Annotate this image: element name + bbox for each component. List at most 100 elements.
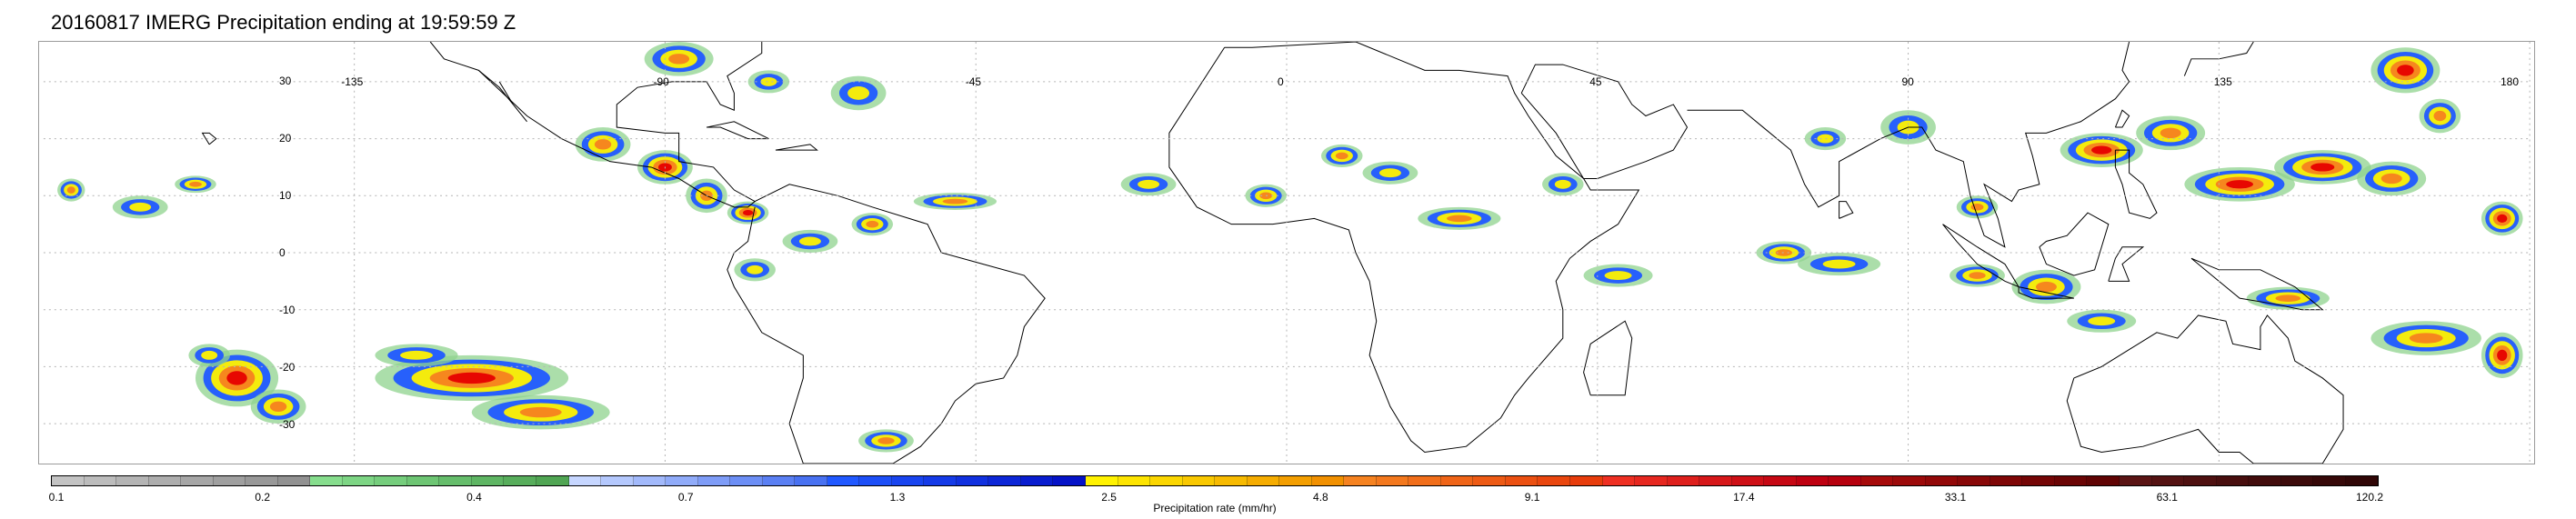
- colorbar-segment: [1344, 476, 1377, 485]
- precip-cell: [727, 201, 769, 225]
- colorbar-segment: [1440, 476, 1474, 485]
- colorbar-segment: [568, 476, 602, 485]
- colorbar-segment: [1279, 476, 1312, 485]
- coastline-madagascar: [1583, 320, 1633, 396]
- precip-cell-ring: [1447, 215, 1472, 223]
- colorbar-segment: [2280, 476, 2314, 485]
- colorbar-segment: [1860, 476, 1894, 485]
- coastline-sri-lanka: [1839, 201, 1854, 219]
- colorbar-segment: [1150, 476, 1183, 485]
- colorbar-segment: [2184, 476, 2217, 485]
- precip-cell-ring: [1775, 249, 1793, 256]
- precip-cell-ring: [1822, 259, 1856, 269]
- precip-cell-ring: [2409, 333, 2443, 344]
- colorbar-segment: [1182, 476, 1216, 485]
- colorbar-tick-label: 63.1: [2156, 491, 2178, 504]
- colorbar-segment: [730, 476, 763, 485]
- precip-cell-ring: [2088, 316, 2116, 326]
- precip-cell: [2357, 161, 2427, 196]
- colorbar-segment: [406, 476, 440, 485]
- precip-cell: [250, 389, 306, 424]
- precip-cell-ring: [269, 401, 287, 412]
- precip-cell-ring: [201, 350, 218, 360]
- colorbar-segment: [504, 476, 536, 485]
- colorbar-segment: [1505, 476, 1539, 485]
- precip-cell: [112, 195, 168, 219]
- precip-cell-ring: [798, 236, 821, 246]
- precip-cell-ring: [2275, 294, 2301, 302]
- precip-cell: [2274, 150, 2371, 185]
- colorbar-segment: [375, 476, 407, 485]
- colorbar-segment: [1473, 476, 1506, 485]
- precip-cell: [2371, 321, 2481, 355]
- precip-cell: [2136, 115, 2206, 151]
- precip-cell-ring: [2160, 127, 2181, 139]
- precip-cell-ring: [66, 186, 75, 194]
- precip-cell-ring: [1554, 179, 1571, 189]
- precip-cell-ring: [847, 86, 870, 100]
- precip-cell-ring: [2497, 349, 2508, 362]
- precip-cell: [1583, 264, 1653, 287]
- precip-cell-ring: [942, 198, 968, 205]
- precip-cell-ring: [1335, 152, 1348, 160]
- precip-cell: [2067, 309, 2137, 333]
- precip-cell: [734, 258, 776, 282]
- colorbar-segment: [2216, 476, 2250, 485]
- colorbar-segment: [2151, 476, 2185, 485]
- precip-cell-ring: [1970, 204, 1984, 211]
- colorbar-tick-label: 17.4: [1733, 491, 1755, 504]
- precip-cell-ring: [2310, 163, 2335, 172]
- latitude-label: 0: [279, 246, 286, 259]
- colorbar-segment: [697, 476, 731, 485]
- longitude-label: -135: [341, 75, 364, 88]
- colorbar-segment: [148, 476, 182, 485]
- precip-cell-ring: [2226, 180, 2254, 189]
- colorbar-segment: [1376, 476, 1409, 485]
- precipitation-map[interactable]: [38, 41, 2535, 464]
- colorbar-segment: [2087, 476, 2120, 485]
- longitude-label: 180: [2501, 75, 2520, 88]
- colorbar-segment: [52, 476, 85, 485]
- colorbar-segment: [1538, 476, 1570, 485]
- precip-cell: [1362, 161, 1418, 185]
- precip-cell-ring: [760, 76, 777, 86]
- colorbar-tick-label: 9.1: [1524, 491, 1540, 504]
- precip-cell: [747, 70, 790, 94]
- precip-cell-ring: [742, 210, 754, 216]
- precip-cell: [2419, 98, 2461, 134]
- precip-cell: [575, 127, 631, 162]
- colorbar-segment: [1990, 476, 2023, 485]
- coastline-south-asia: [1687, 42, 2130, 248]
- colorbar-segment: [1667, 476, 1700, 485]
- precip-cell-ring: [1969, 272, 1986, 279]
- coastline-taiwan: [2114, 109, 2130, 128]
- colorbar-segment: [181, 476, 214, 485]
- latitude-label: -10: [279, 303, 296, 316]
- colorbar-segment: [1118, 476, 1151, 485]
- colorbar-segment: [1796, 476, 1829, 485]
- coastline-java: [2018, 286, 2074, 299]
- colorbar-segment: [213, 476, 246, 485]
- map-title: 20160817 IMERG Precipitation ending at 1…: [51, 11, 516, 34]
- colorbar-segment: [439, 476, 472, 485]
- coastline-arabia: [1520, 64, 1689, 179]
- precip-cell: [471, 394, 610, 430]
- precip-cell-ring: [447, 372, 496, 384]
- precip-cell: [175, 175, 216, 194]
- precip-cell: [2060, 133, 2143, 167]
- colorbar-segment: [1247, 476, 1280, 485]
- colorbar-segment: [1569, 476, 1603, 485]
- precip-cell: [858, 429, 914, 453]
- colorbar-tick-label: 0.7: [677, 491, 694, 504]
- precip-cell: [1756, 241, 1812, 264]
- latitude-label: 10: [279, 189, 292, 203]
- coastline-south-america: [727, 184, 1046, 464]
- coastline-cuba: [706, 121, 769, 140]
- colorbar-segment: [1958, 476, 1990, 485]
- precipitation-colorbar: [51, 475, 2379, 486]
- colorbar-segment: [762, 476, 796, 485]
- colorbar-segment: [1635, 476, 1668, 485]
- colorbar-segment: [536, 476, 569, 485]
- precip-cell: [1798, 253, 1881, 276]
- precip-cell: [57, 178, 85, 202]
